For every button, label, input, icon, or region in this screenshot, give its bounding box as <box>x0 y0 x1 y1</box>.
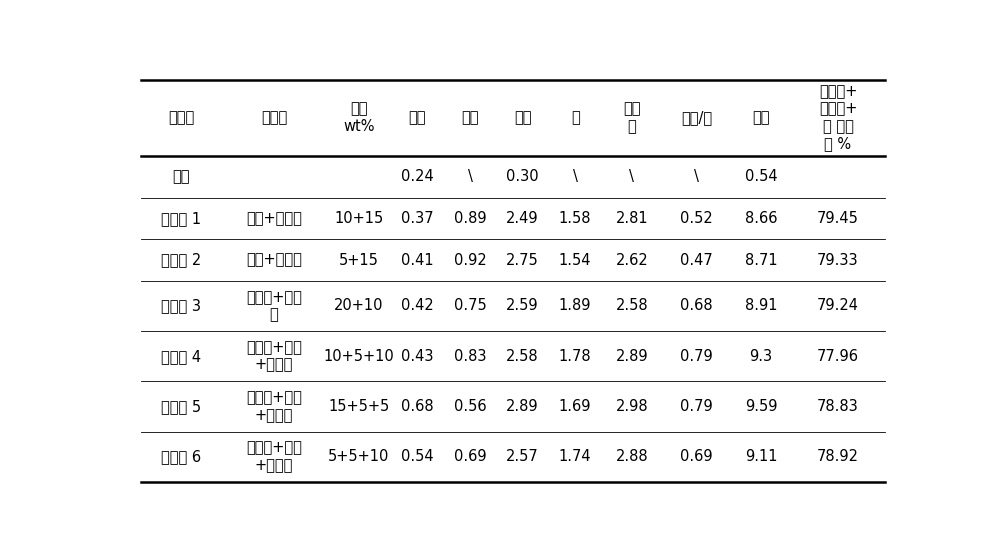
Text: 77.96: 77.96 <box>817 349 859 364</box>
Text: 浓度
wt%: 浓度 wt% <box>343 102 375 134</box>
Text: 实施例: 实施例 <box>168 110 194 125</box>
Text: 2.75: 2.75 <box>506 252 539 267</box>
Text: 2.98: 2.98 <box>615 399 648 414</box>
Text: 9.11: 9.11 <box>745 449 777 464</box>
Text: 9.3: 9.3 <box>750 349 773 364</box>
Text: 0.79: 0.79 <box>680 349 713 364</box>
Text: 1.54: 1.54 <box>559 252 591 267</box>
Text: 实施例 3: 实施例 3 <box>161 299 201 314</box>
Text: 1.69: 1.69 <box>559 399 591 414</box>
Text: 0.43: 0.43 <box>401 349 434 364</box>
Text: 总量: 总量 <box>752 110 770 125</box>
Text: 内酯: 内酯 <box>514 110 531 125</box>
Text: 羰基/醌: 羰基/醌 <box>681 110 712 125</box>
Text: 2.89: 2.89 <box>506 399 539 414</box>
Text: 1.89: 1.89 <box>559 299 591 314</box>
Text: 实施例 6: 实施例 6 <box>161 449 201 464</box>
Text: 79.33: 79.33 <box>817 252 859 267</box>
Text: 8.91: 8.91 <box>745 299 777 314</box>
Text: \: \ <box>629 170 634 185</box>
Text: 8.71: 8.71 <box>745 252 777 267</box>
Text: 醚: 醚 <box>571 110 580 125</box>
Text: 羧基: 羧基 <box>409 110 426 125</box>
Text: 1.74: 1.74 <box>559 449 591 464</box>
Text: 实施例 2: 实施例 2 <box>161 252 201 267</box>
Text: 20+10: 20+10 <box>334 299 384 314</box>
Text: 2.89: 2.89 <box>615 349 648 364</box>
Text: 10+5+10: 10+5+10 <box>323 349 394 364</box>
Text: 氯酸钠+硝酸
+高氯酸: 氯酸钠+硝酸 +高氯酸 <box>246 390 302 423</box>
Text: 15+5+5: 15+5+5 <box>328 399 389 414</box>
Text: 0.69: 0.69 <box>680 449 713 464</box>
Text: 0.92: 0.92 <box>454 252 486 267</box>
Text: 0.56: 0.56 <box>454 399 486 414</box>
Text: 1.78: 1.78 <box>559 349 591 364</box>
Text: 实施例 5: 实施例 5 <box>161 399 201 414</box>
Text: 8.66: 8.66 <box>745 211 777 226</box>
Text: 0.41: 0.41 <box>401 252 434 267</box>
Text: 酸酐: 酸酐 <box>461 110 479 125</box>
Text: 1.58: 1.58 <box>559 211 591 226</box>
Text: 78.92: 78.92 <box>817 449 859 464</box>
Text: 0.68: 0.68 <box>401 399 434 414</box>
Text: 氯酸钠+高氯
酸: 氯酸钠+高氯 酸 <box>246 290 302 322</box>
Text: 2.58: 2.58 <box>615 299 648 314</box>
Text: 9.59: 9.59 <box>745 399 777 414</box>
Text: 0.79: 0.79 <box>680 399 713 414</box>
Text: \: \ <box>694 170 699 185</box>
Text: 79.24: 79.24 <box>817 299 859 314</box>
Text: 10+15: 10+15 <box>334 211 383 226</box>
Text: 2.81: 2.81 <box>615 211 648 226</box>
Text: 氯酸钠+硝酸
+高氯酸: 氯酸钠+硝酸 +高氯酸 <box>246 340 302 373</box>
Text: 内酯基+
酚羟基+
醚 百分
比 %: 内酯基+ 酚羟基+ 醚 百分 比 % <box>819 85 857 151</box>
Text: 0.68: 0.68 <box>680 299 713 314</box>
Text: 5+5+10: 5+5+10 <box>328 449 390 464</box>
Text: 实施例 4: 实施例 4 <box>161 349 201 364</box>
Text: \: \ <box>573 170 578 185</box>
Text: 硝酸+高氯酸: 硝酸+高氯酸 <box>246 211 302 226</box>
Text: 0.54: 0.54 <box>745 170 777 185</box>
Text: 0.47: 0.47 <box>680 252 713 267</box>
Text: 0.52: 0.52 <box>680 211 713 226</box>
Text: 2.88: 2.88 <box>615 449 648 464</box>
Text: 79.45: 79.45 <box>817 211 859 226</box>
Text: 2.58: 2.58 <box>506 349 539 364</box>
Text: 0.42: 0.42 <box>401 299 434 314</box>
Text: 处理剂: 处理剂 <box>261 110 287 125</box>
Text: 2.59: 2.59 <box>506 299 539 314</box>
Text: 0.30: 0.30 <box>506 170 539 185</box>
Text: 2.62: 2.62 <box>615 252 648 267</box>
Text: 0.83: 0.83 <box>454 349 486 364</box>
Text: 0.37: 0.37 <box>401 211 434 226</box>
Text: 硝酸+氯酸钠: 硝酸+氯酸钠 <box>246 252 302 267</box>
Text: 氯酸钠+硝酸
+高氯酸: 氯酸钠+硝酸 +高氯酸 <box>246 441 302 473</box>
Text: 原炭: 原炭 <box>172 170 190 185</box>
Text: 5+15: 5+15 <box>339 252 379 267</box>
Text: 实施例 1: 实施例 1 <box>161 211 201 226</box>
Text: 酚羟
基: 酚羟 基 <box>623 102 641 134</box>
Text: 0.69: 0.69 <box>454 449 486 464</box>
Text: 78.83: 78.83 <box>817 399 859 414</box>
Text: 0.75: 0.75 <box>454 299 486 314</box>
Text: 2.57: 2.57 <box>506 449 539 464</box>
Text: 2.49: 2.49 <box>506 211 539 226</box>
Text: \: \ <box>468 170 472 185</box>
Text: 0.54: 0.54 <box>401 449 434 464</box>
Text: 0.24: 0.24 <box>401 170 434 185</box>
Text: 0.89: 0.89 <box>454 211 486 226</box>
